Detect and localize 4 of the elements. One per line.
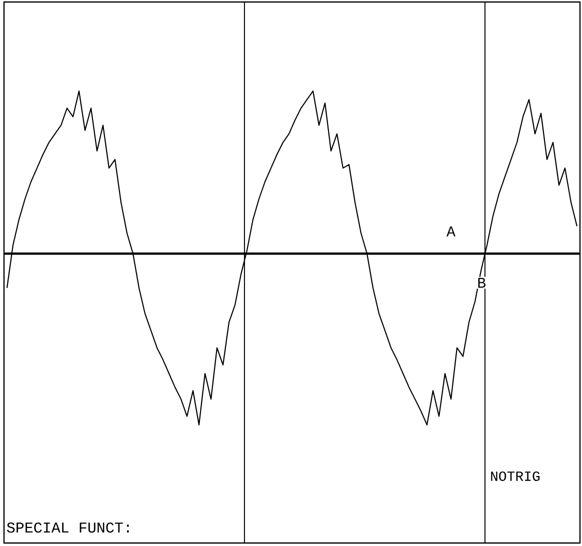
annotation: B [478, 278, 486, 288]
text: SPECIAL FUNCT: [6, 522, 129, 533]
annotation: A [446, 226, 456, 236]
text: NOTRIG [491, 471, 540, 481]
